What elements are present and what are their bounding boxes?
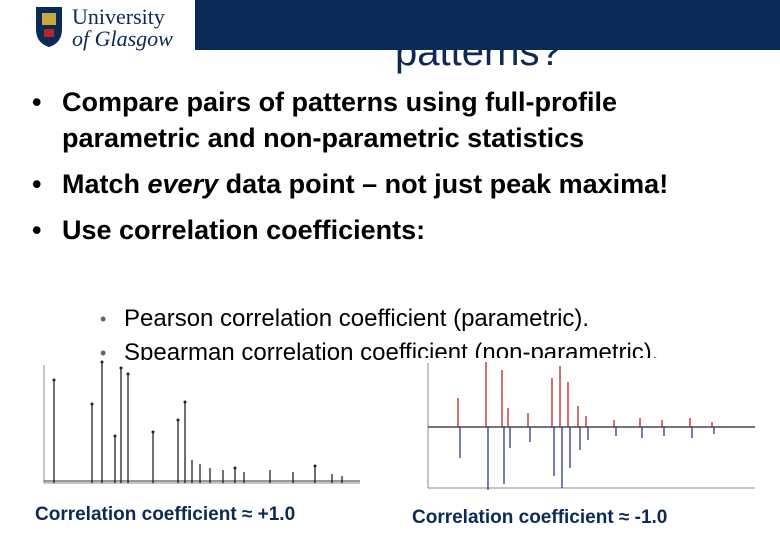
bullet-text: Use correlation coefficients: xyxy=(62,215,426,245)
sub-bullet: Pearson correlation coefficient (paramet… xyxy=(100,302,780,336)
slide-title: patterns? xyxy=(395,50,562,74)
logo-line2: of Glasgow xyxy=(72,26,173,51)
pattern-plot xyxy=(30,360,366,500)
emphasis: every xyxy=(147,169,219,199)
logo-line1: University xyxy=(72,4,165,29)
bullet: Compare pairs of patterns using full-pro… xyxy=(30,84,720,156)
figure-caption: Correlation coefficient ≈ -1.0 xyxy=(412,507,668,528)
bullet-text: Compare pairs of patterns using full-pro… xyxy=(62,87,618,153)
bullet-text: Match xyxy=(62,169,148,199)
figure-caption: Correlation coefficient ≈ +1.0 xyxy=(35,504,296,525)
bullet: Match every data point – not just peak m… xyxy=(30,166,720,202)
bullet: Use correlation coefficients: xyxy=(30,212,720,248)
bullet-text: data point – not just peak maxima! xyxy=(218,169,669,199)
difference-plot xyxy=(400,358,760,500)
bullet-list: Compare pairs of patterns using full-pro… xyxy=(30,84,720,258)
header-bar xyxy=(195,0,780,50)
crest xyxy=(36,7,62,47)
sub-bullet-text: Pearson correlation coefficient (paramet… xyxy=(124,305,590,332)
logo: University of Glasgow xyxy=(0,0,195,51)
title-clip: patterns? xyxy=(0,50,780,80)
